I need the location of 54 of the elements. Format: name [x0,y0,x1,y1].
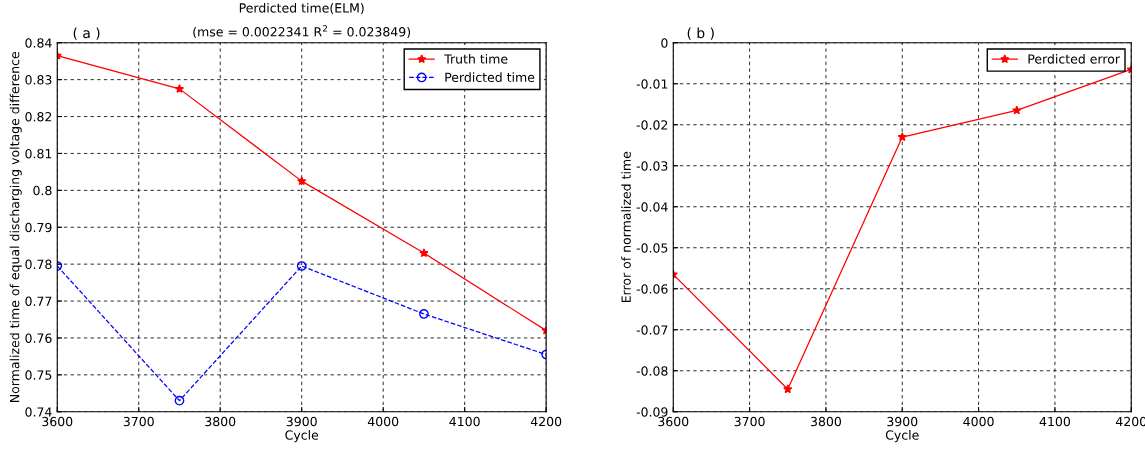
y-tick-label: -0.01 [636,79,668,89]
y-tick-label: 0.78 [25,259,52,270]
x-tick-label: 3800 [810,416,841,427]
y-tick-label: -0.02 [636,120,668,130]
y-tick-label: 0 [661,38,668,48]
y-tick-label: -0.08 [636,366,668,376]
text: ( b ) [687,27,714,40]
point [174,84,185,93]
x-tick-label: 3900 [286,416,317,427]
y-tick-label: -0.05 [636,243,668,253]
y-tick-label: 0.83 [25,75,52,85]
x-tick-label: 3900 [887,416,918,427]
point [783,384,793,394]
point [297,176,307,186]
y-tick-label: -0.03 [636,161,668,171]
chart-subtitle: (mse = 0.0022341 R$^{2}$ = 0.023849) [193,25,411,39]
y-tick-label: 0.77 [25,296,52,306]
y-tick-label: -0.06 [636,284,668,294]
y-axis-title: Normalized time of equal discharging voltage difference [9,51,22,402]
y-tick-label: -0.07 [636,325,668,335]
x-tick-label: 4000 [367,416,399,427]
y-axis-title: Error of normalized time [621,151,631,303]
x-tick-label: 3700 [123,416,154,427]
point [174,395,185,406]
y-tick-label: 0.74 [25,407,52,417]
legend-label: Truth time [444,54,508,64]
x-tick-label: 4100 [1039,416,1070,427]
x-tick-label: 4000 [963,416,994,427]
y-tick-label: 0.8 [33,185,52,196]
y-tick-label: -0.09 [636,407,668,417]
x-tick-label: 3800 [205,416,236,427]
legend-label: Perdicted time [445,72,535,83]
x-axis-title: Cycle [885,430,919,443]
legend-label: Perdicted error [1028,54,1121,64]
x-tick-label: 3700 [734,416,765,427]
point [1012,105,1022,115]
x-tick-label: 4200 [530,416,562,427]
x-tick-label: 4100 [449,416,480,427]
y-tick-label: -0.04 [636,202,668,212]
point [897,132,907,142]
text: ( a ) [73,27,100,40]
x-tick-label: 3600 [42,416,73,427]
x-axis-title: Cycle [285,430,319,443]
point [419,248,429,258]
point [296,261,307,271]
y-tick-label: 0.84 [25,38,52,48]
y-tick-label: 0.81 [25,148,52,159]
x-tick-label: 3600 [658,416,689,427]
y-tick-label: 0.76 [25,333,52,343]
y-tick-label: 0.79 [25,222,52,233]
chart-title: Perdicted time(ELM) [239,2,364,15]
y-tick-label: 0.75 [25,370,52,380]
y-tick-label: 0.82 [25,112,52,122]
point [419,309,429,319]
